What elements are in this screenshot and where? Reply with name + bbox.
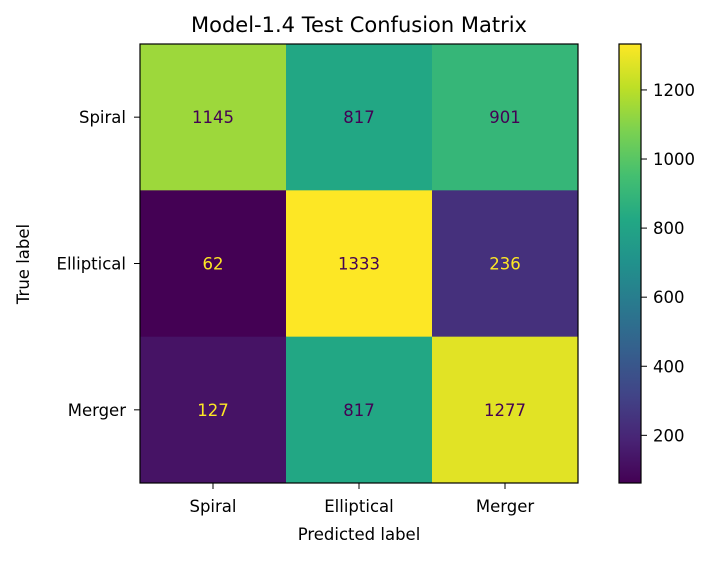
cell-value-label: 817 <box>343 108 375 127</box>
cell-value-label: 817 <box>343 401 375 420</box>
heatmap-cells <box>140 44 579 484</box>
colorbar-tick-label: 400 <box>653 357 685 376</box>
heatmap-cell <box>432 336 579 484</box>
y-axis-label: True label <box>14 224 33 305</box>
y-tick-label: Elliptical <box>57 255 126 274</box>
cell-value-label: 1333 <box>338 255 380 274</box>
colorbar-tick-label: 1200 <box>653 81 695 100</box>
y-axis-ticks: Spiral Elliptical Merger <box>57 108 140 420</box>
x-axis-label: Predicted label <box>298 525 421 544</box>
x-tick-label: Merger <box>476 497 535 516</box>
colorbar-tick-label: 800 <box>653 219 685 238</box>
cell-value-label: 1145 <box>192 108 234 127</box>
cell-value-label: 62 <box>203 255 224 274</box>
x-tick-label: Elliptical <box>324 497 393 516</box>
y-tick-label: Merger <box>68 401 127 420</box>
colorbar-tick-label: 600 <box>653 288 685 307</box>
heatmap-cell <box>140 190 287 338</box>
heatmap-cell <box>432 44 579 191</box>
y-tick-label: Spiral <box>79 108 126 127</box>
x-axis-ticks: Spiral Elliptical Merger <box>189 483 534 516</box>
heatmap-cell <box>432 190 579 338</box>
heatmap-cell <box>286 336 433 484</box>
chart-title: Model-1.4 Test Confusion Matrix <box>191 13 527 37</box>
cell-value-label: 901 <box>489 108 521 127</box>
heatmap-cell <box>140 336 287 484</box>
x-tick-label: Spiral <box>189 497 236 516</box>
cell-value-label: 1277 <box>484 401 526 420</box>
heatmap-cell <box>286 190 433 338</box>
heatmap-cell <box>140 44 287 191</box>
cell-value-label: 236 <box>489 255 521 274</box>
colorbar-tick-label: 200 <box>653 426 685 445</box>
colorbar <box>618 43 642 484</box>
heatmap-cell <box>286 44 433 191</box>
cell-value-labels: 1145 817 901 62 1333 236 127 817 1277 <box>192 108 526 420</box>
colorbar-tick-label: 1000 <box>653 150 695 169</box>
cell-value-label: 127 <box>197 401 229 420</box>
colorbar-ticks: 200 400 600 800 1000 1200 <box>641 81 695 445</box>
